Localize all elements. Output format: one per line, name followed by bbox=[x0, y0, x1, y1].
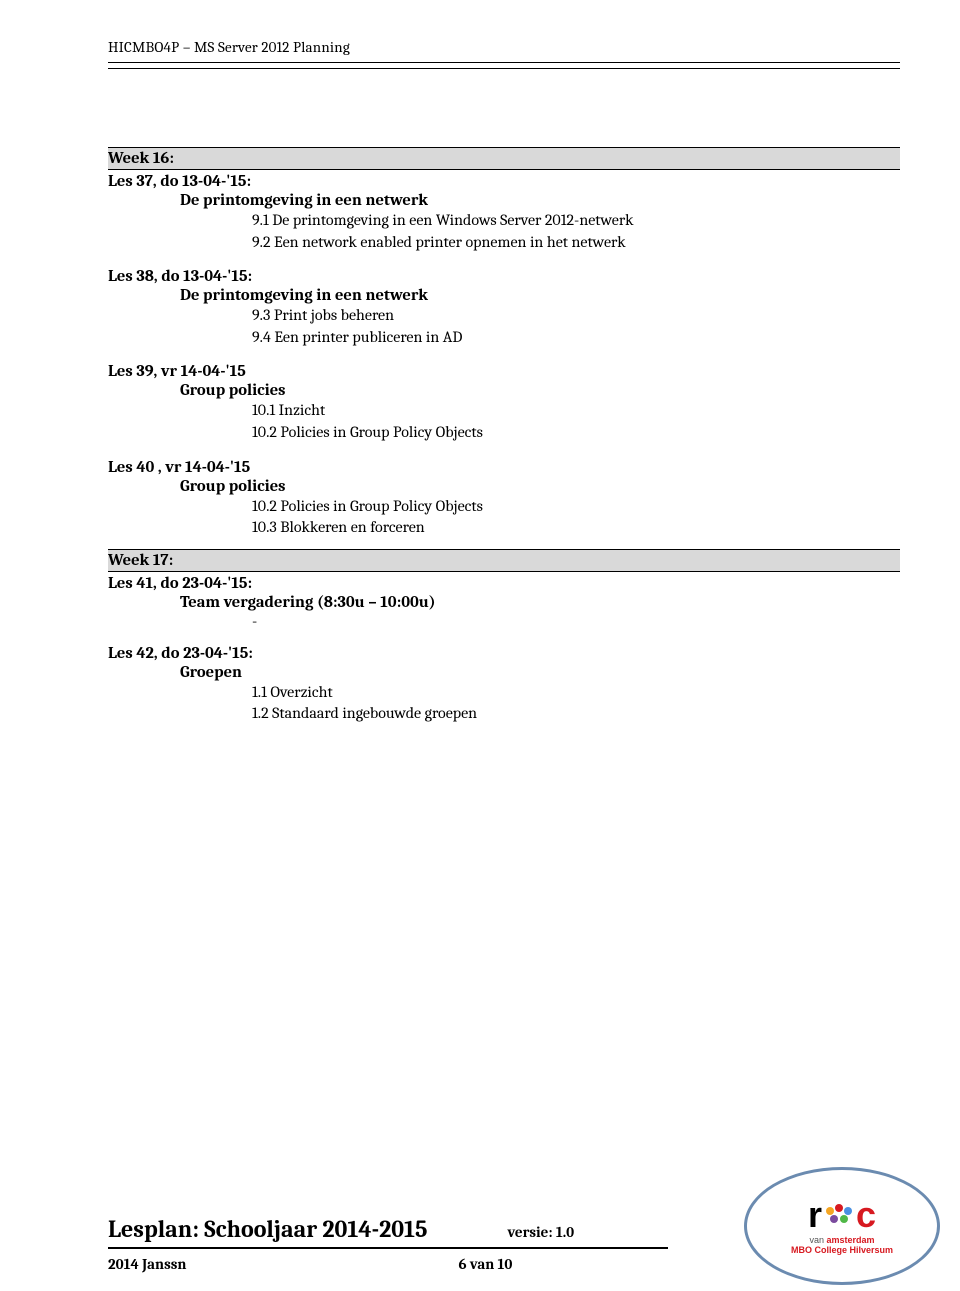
logo-subtitle-1: van amsterdam bbox=[809, 1235, 874, 1245]
lesson-item: 1.1 Overzicht bbox=[252, 682, 900, 704]
lesson-item: 9.2 Een network enabled printer opnemen … bbox=[252, 232, 900, 254]
logo-people-icon bbox=[824, 1202, 854, 1228]
page-footer: Lesplan: Schooljaar 2014-2015 versie: 1.… bbox=[0, 1215, 960, 1291]
lesson-heading: Les 40 , vr 14-04-'15 bbox=[108, 458, 900, 477]
logo-letter-r: r bbox=[808, 1197, 822, 1233]
footer-page-number: 6 van 10 bbox=[458, 1255, 512, 1273]
lesson-item: - bbox=[252, 612, 900, 630]
footer-title: Lesplan: Schooljaar 2014-2015 bbox=[108, 1215, 428, 1243]
footer-author: 2014 Janssn bbox=[108, 1255, 186, 1273]
header-divider bbox=[108, 62, 900, 69]
lesson-heading: Les 42, do 23-04-'15: bbox=[108, 644, 900, 663]
logo-letter-c: c bbox=[856, 1197, 876, 1233]
footer-divider bbox=[108, 1247, 668, 1249]
lesson-heading: Les 38, do 13-04-'15: bbox=[108, 267, 900, 286]
footer-version: versie: 1.0 bbox=[508, 1223, 575, 1241]
lesson-heading: Les 39, vr 14-04-'15 bbox=[108, 362, 900, 381]
lesson-topic: Group policies bbox=[180, 381, 900, 400]
lesson-item: 10.3 Blokkeren en forceren bbox=[252, 517, 900, 539]
lesson-topic: De printomgeving in een netwerk bbox=[180, 286, 900, 305]
lesson-item: 9.4 Een printer publiceren in AD bbox=[252, 327, 900, 349]
lesson-topic: De printomgeving in een netwerk bbox=[180, 191, 900, 210]
lesson-item: 9.1 De printomgeving in een Windows Serv… bbox=[252, 210, 900, 232]
week-header: Week 16: bbox=[108, 147, 900, 170]
lesson-item: 10.1 Inzicht bbox=[252, 400, 900, 422]
lesson-topic: Group policies bbox=[180, 477, 900, 496]
lesson-item: 10.2 Policies in Group Policy Objects bbox=[252, 422, 900, 444]
week-header: Week 17: bbox=[108, 549, 900, 572]
lesson-topic: Team vergadering (8:30u – 10:00u) bbox=[180, 593, 900, 612]
header-title: HICMBO4P – MS Server 2012 Planning bbox=[108, 38, 900, 56]
lesson-heading: Les 41, do 23-04-'15: bbox=[108, 574, 900, 593]
logo-roc: r c bbox=[808, 1197, 876, 1233]
lesson-topic: Groepen bbox=[180, 663, 900, 682]
logo-subtitle-2: MBO College Hilversum bbox=[791, 1245, 893, 1255]
lesson-item: 1.2 Standaard ingebouwde groepen bbox=[252, 703, 900, 725]
lesson-item: 9.3 Print jobs beheren bbox=[252, 305, 900, 327]
logo: r c van amsterdam MBO College Hilversum bbox=[744, 1167, 940, 1285]
lesson-heading: Les 37, do 13-04-'15: bbox=[108, 172, 900, 191]
lesson-item: 10.2 Policies in Group Policy Objects bbox=[252, 496, 900, 518]
